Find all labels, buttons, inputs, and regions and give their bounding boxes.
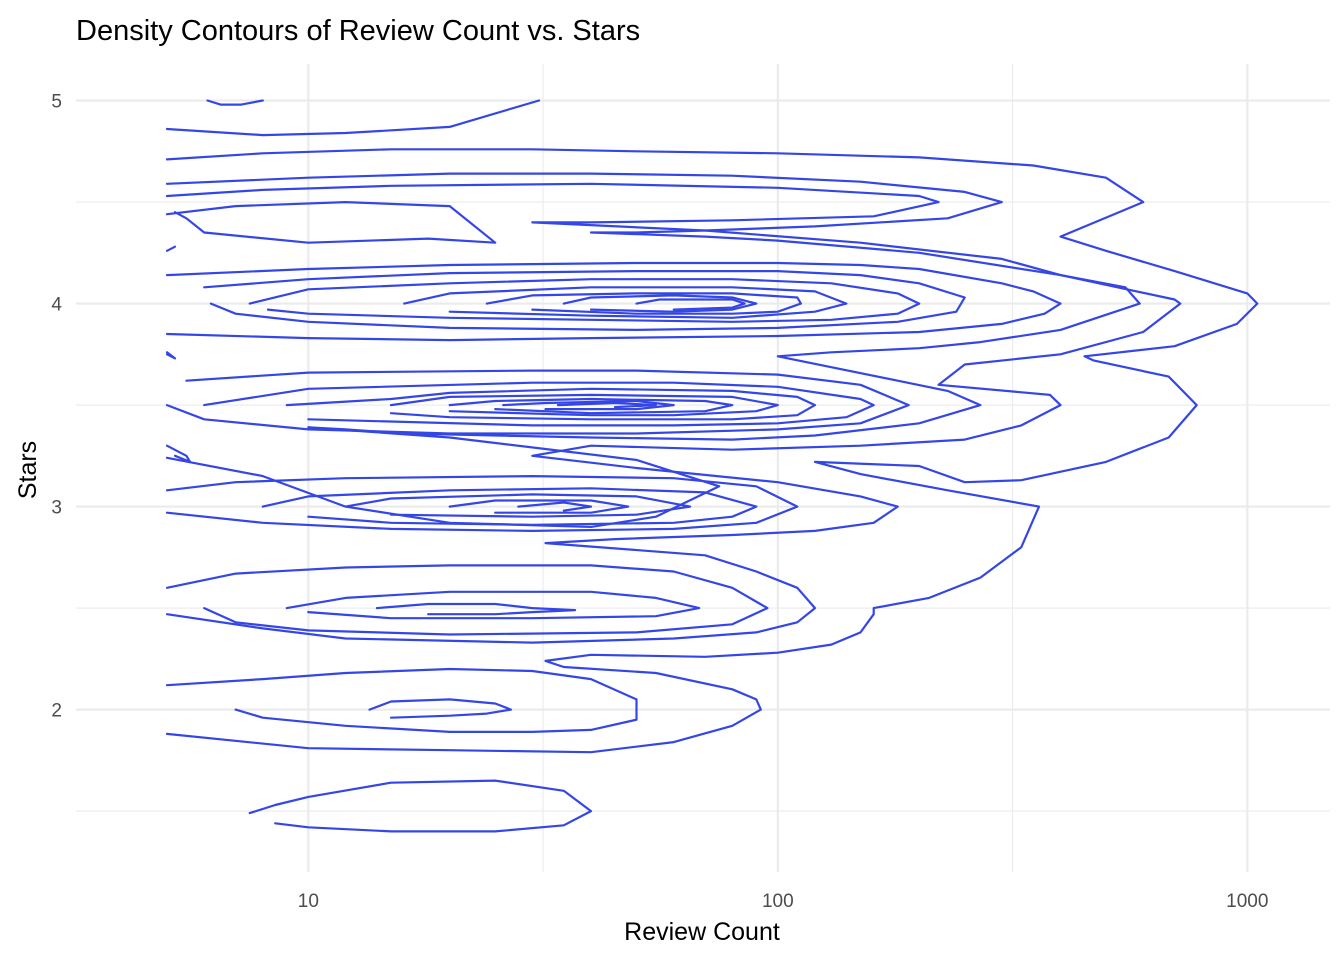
contour-line-17 [285,387,817,421]
contour-line-12 [562,294,758,313]
contour-line-2 [165,148,1259,754]
contour-line-20 [502,399,675,411]
y-tick-label-0: 2 [51,701,62,722]
chart-title: Density Contours of Review Count vs. Sta… [76,15,640,47]
contour-line-4 [165,182,1141,529]
contour-line-32 [368,698,512,719]
contour-line-33 [248,779,593,833]
contour-line-6 [165,201,497,244]
x-tick-label-0: 10 [298,891,319,912]
contour-line-5 [165,245,177,252]
contour-line-31 [165,667,638,734]
contour-line-27 [517,501,593,512]
contour-line-21 [556,401,658,409]
contour-layer [165,99,1259,833]
contour-line-0 [206,99,264,106]
contour-line-3 [165,172,1182,644]
x-tick-label-2: 1000 [1226,891,1268,912]
contour-line-18 [389,393,779,417]
contour-line-11 [485,292,803,315]
tick-labels: 10 100 1000 2 3 4 5 [51,92,1268,912]
y-tick-label-2: 4 [51,295,62,316]
contour-line-15 [165,369,910,435]
contour-line-7 [165,261,1062,342]
y-axis-title: Stars [14,441,42,499]
contour-line-14 [165,351,177,360]
contour-line-25 [344,493,692,518]
contour-line-29 [285,590,701,620]
grid [76,64,1330,872]
contour-line-1 [165,99,541,137]
x-axis-title: Review Count [624,918,780,946]
contour-line-24 [261,487,758,526]
contour-line-23 [165,475,799,533]
y-tick-label-3: 5 [51,92,62,113]
contour-line-9 [248,278,921,323]
contour-line-13 [635,298,746,311]
contour-line-28 [165,564,769,636]
contour-line-8 [203,270,966,331]
contour-line-19 [448,397,734,415]
y-tick-label-1: 3 [51,498,62,519]
contour-line-16 [203,381,875,427]
contour-line-22 [165,444,192,463]
contour-line-10 [403,286,848,319]
contour-line-30 [375,602,577,616]
contour-line-26 [448,499,630,514]
x-tick-label-1: 100 [762,891,794,912]
